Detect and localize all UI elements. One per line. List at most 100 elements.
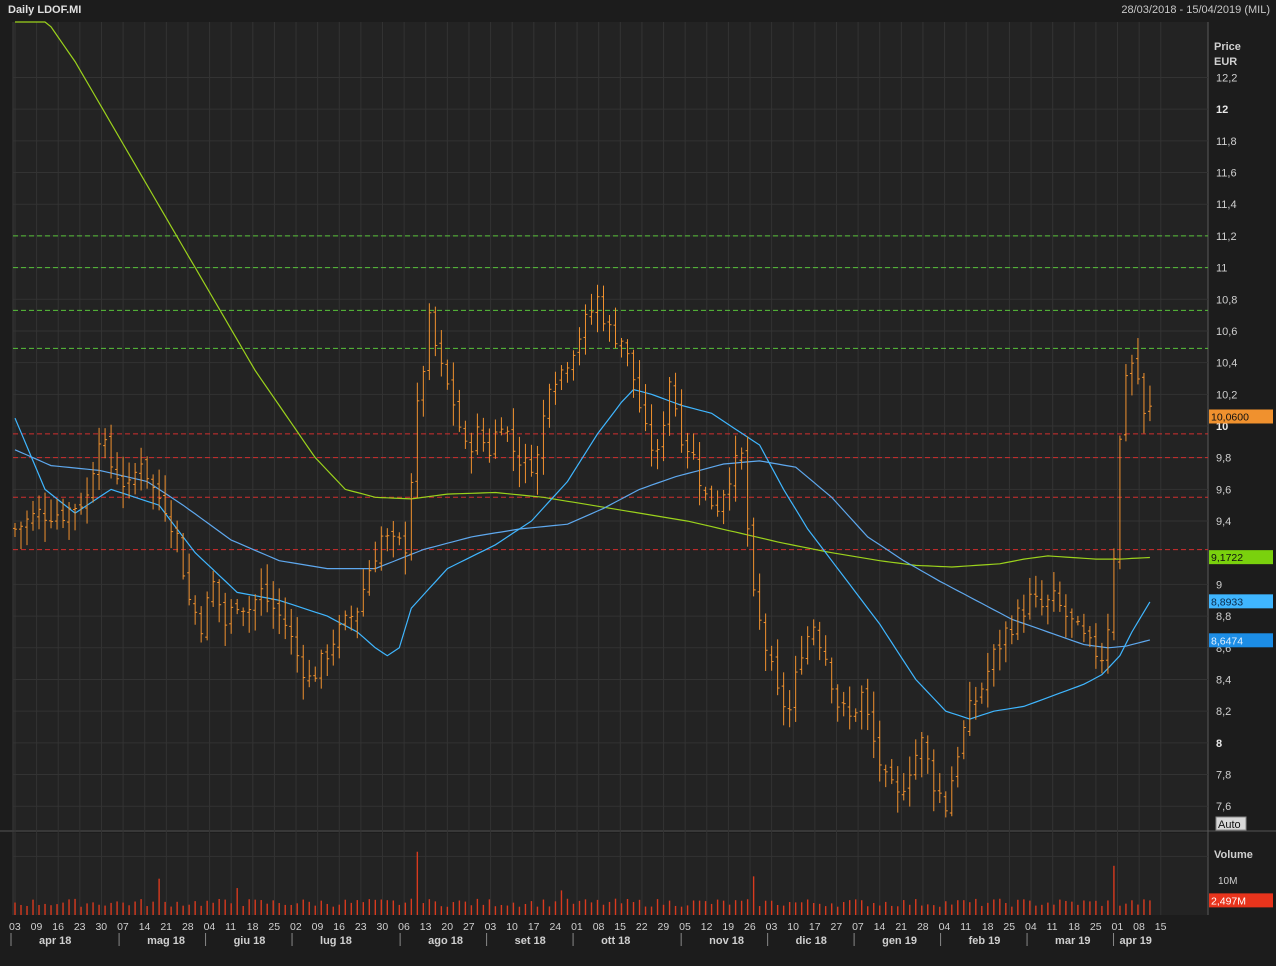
auto-scale-button[interactable] (1215, 816, 1247, 831)
x-day-label: 03 (9, 921, 21, 933)
ohlc-bar (577, 327, 582, 366)
ohlc-bar (595, 284, 600, 333)
ohlc-bar (97, 427, 102, 490)
chart-title: Daily LDOF.MI (8, 4, 82, 16)
ohlc-bar (985, 652, 990, 708)
ohlc-bar (217, 579, 222, 623)
x-day-label: 30 (377, 921, 389, 933)
ohlc-bar (589, 293, 594, 325)
y-tick-label: 11,8 (1216, 136, 1237, 148)
x-day-label: 27 (463, 921, 475, 933)
y-tick-label: 10,6 (1216, 326, 1237, 338)
x-day-label: 04 (1025, 921, 1037, 933)
ohlc-bar (259, 568, 264, 616)
ohlc-bar (1135, 338, 1140, 385)
ohlc-bar (913, 739, 918, 780)
ohlc-bar (517, 436, 522, 488)
ohlc-bar (331, 629, 336, 666)
ohlc-bar (631, 349, 636, 398)
x-month-label: mar 19 (1055, 935, 1090, 947)
ohlc-bar (871, 691, 876, 759)
x-day-label: 01 (1112, 921, 1124, 933)
ohlc-bar (583, 304, 588, 355)
ohlc-bar (895, 766, 900, 813)
ohlc-bar (841, 691, 846, 717)
x-day-label: 11 (960, 921, 971, 933)
ohlc-bar (973, 686, 978, 720)
x-day-label: 26 (744, 921, 756, 933)
ohlc-bar (535, 445, 540, 495)
ohlc-bar (889, 759, 894, 785)
ohlc-bar (463, 420, 468, 449)
x-day-label: 21 (160, 921, 172, 933)
volume-last-tag (1209, 893, 1273, 908)
y-tick-label: 8 (1216, 738, 1222, 750)
ohlc-bar (295, 617, 300, 673)
ohlc-bar (493, 419, 498, 459)
ohlc-bar (883, 764, 888, 788)
ohlc-bar (553, 371, 558, 405)
ohlc-bar (241, 607, 246, 627)
ohlc-bar (1063, 594, 1068, 638)
ohlc-bar (811, 619, 816, 646)
ohlc-bar (103, 428, 108, 459)
ohlc-bar (127, 462, 132, 499)
ohlc-bar (67, 502, 72, 540)
ohlc-bar (949, 766, 954, 817)
ohlc-bar (751, 517, 756, 597)
ohlc-bar (787, 690, 792, 728)
ohlc-bar (943, 791, 948, 818)
y-tick-label: 10,8 (1216, 294, 1237, 306)
ohlc-bar (1039, 580, 1044, 616)
ohlc-bar (901, 773, 906, 801)
ohlc-bar (709, 485, 714, 510)
x-day-label: 11 (225, 921, 236, 933)
ohlc-bar (739, 447, 744, 470)
moving-average-mid (14, 449, 1151, 649)
x-day-label: 14 (874, 921, 886, 933)
x-day-label: 04 (939, 921, 951, 933)
ohlc-bar (781, 672, 786, 726)
x-day-label: 09 (312, 921, 324, 933)
x-month-label: apr 18 (39, 935, 71, 947)
x-day-label: 07 (852, 921, 864, 933)
y-tick-label: 9 (1216, 579, 1222, 591)
ohlc-bar (625, 339, 630, 367)
x-day-label: 22 (636, 921, 648, 933)
ohlc-bar (727, 467, 732, 511)
ohlc-bar (925, 735, 930, 774)
ohlc-bar (439, 330, 444, 377)
ohlc-bar (1123, 364, 1128, 442)
ohlc-bar (229, 599, 234, 634)
ohlc-bar (253, 594, 258, 631)
x-day-label: 18 (247, 921, 259, 933)
ohlc-bar (421, 365, 426, 417)
price-unit-label: EUR (1214, 56, 1237, 68)
ohlc-bar (805, 626, 810, 665)
ohlc-bar (145, 456, 150, 489)
x-day-label: 15 (614, 921, 626, 933)
ohlc-bar (61, 498, 66, 529)
ohlc-bar (211, 570, 216, 607)
x-day-label: 18 (982, 921, 994, 933)
ohlc-bar (205, 591, 210, 641)
ohlc-bar (199, 606, 204, 643)
ohlc-bar (223, 592, 228, 646)
ohlc-bar (907, 756, 912, 807)
x-month-label: giu 18 (234, 935, 266, 947)
x-day-label: 10 (787, 921, 799, 933)
ohlc-bar (619, 337, 624, 358)
ohlc-bar (823, 635, 828, 666)
x-day-label: 14 (139, 921, 151, 933)
ohlc-bar (967, 681, 972, 736)
ohlc-bar (919, 731, 924, 778)
ohlc-bar (643, 384, 648, 432)
ohlc-bar (685, 432, 690, 469)
ohlc-bar (757, 573, 762, 630)
ohlc-bar (547, 383, 552, 428)
ohlc-bar (385, 528, 390, 552)
ohlc-bar (571, 350, 576, 381)
x-day-label: 17 (528, 921, 540, 933)
ohlc-bar (181, 533, 186, 580)
